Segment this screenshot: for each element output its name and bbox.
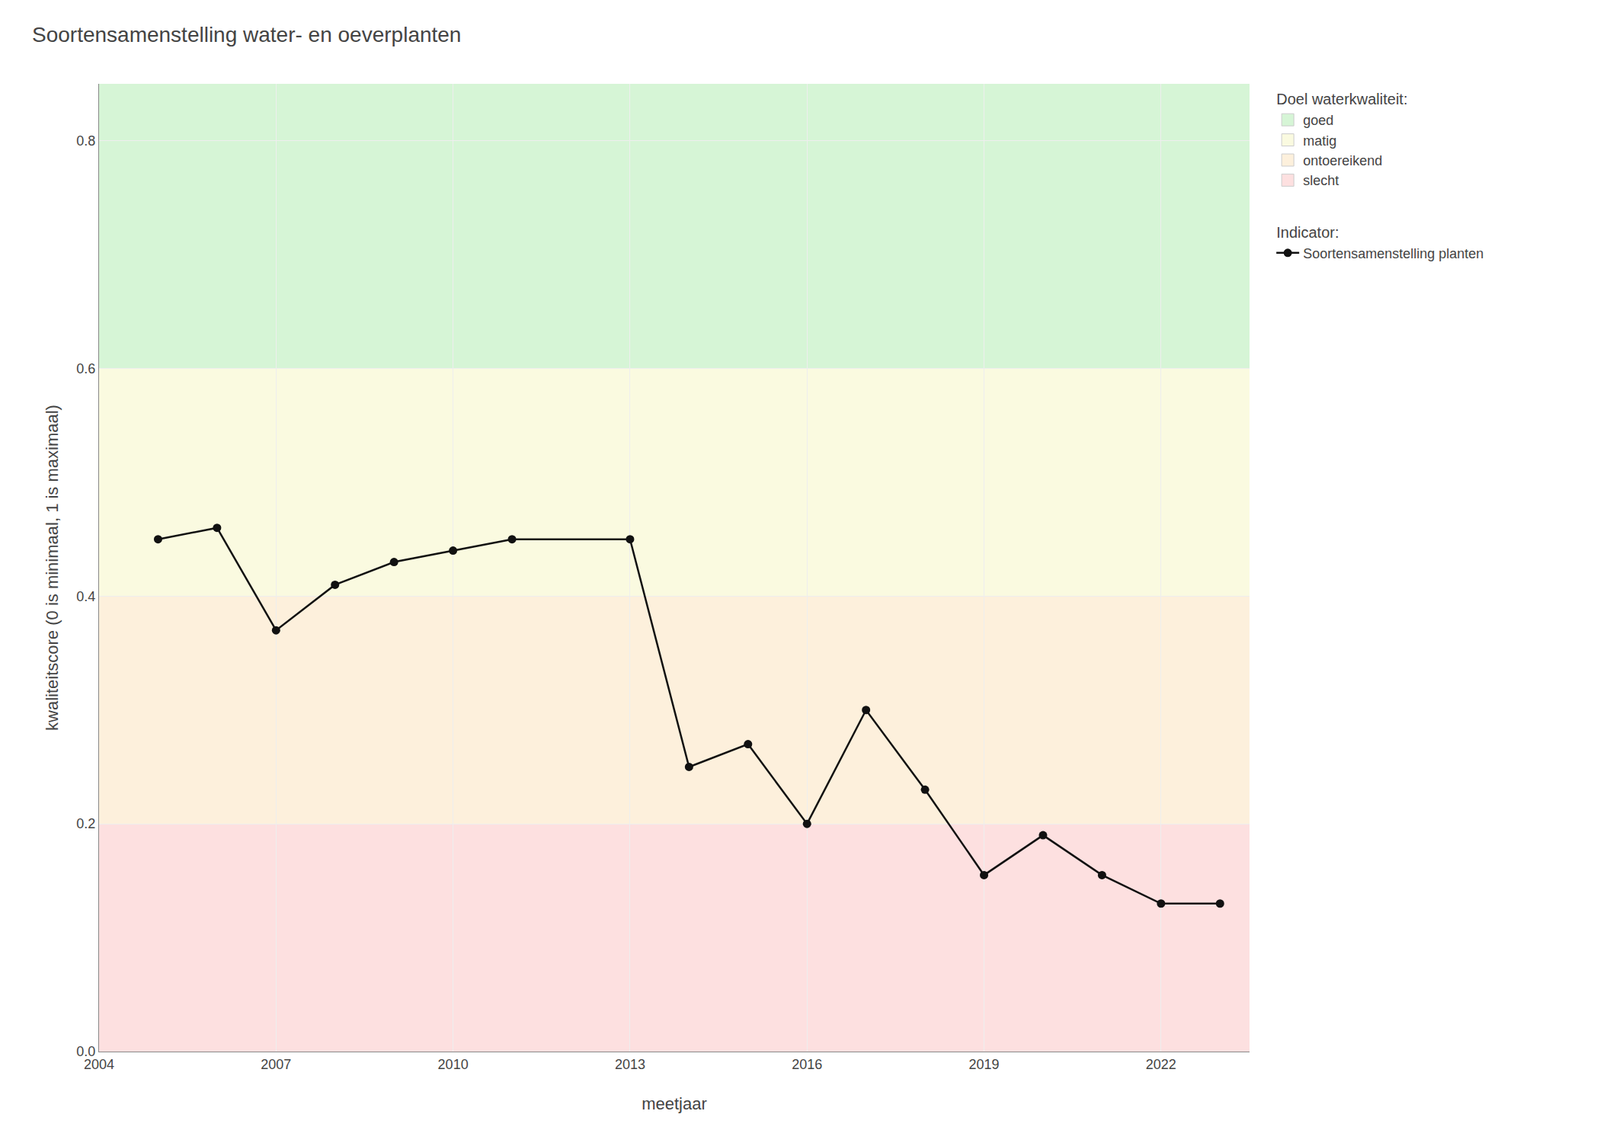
svg-text:Indicator:: Indicator: <box>1276 224 1339 241</box>
svg-text:2010: 2010 <box>438 1056 469 1072</box>
svg-text:Soortensamenstelling water- en: Soortensamenstelling water- en oeverplan… <box>32 22 461 47</box>
svg-text:kwaliteitscore (0 is minimaal,: kwaliteitscore (0 is minimaal, 1 is maxi… <box>42 404 62 731</box>
svg-text:2019: 2019 <box>969 1056 1000 1072</box>
svg-text:2022: 2022 <box>1145 1056 1177 1072</box>
svg-text:Doel waterkwaliteit:: Doel waterkwaliteit: <box>1276 90 1408 108</box>
svg-text:2004: 2004 <box>83 1056 115 1072</box>
svg-text:Soortensamenstelling planten: Soortensamenstelling planten <box>1302 246 1484 262</box>
svg-text:0.6: 0.6 <box>76 361 96 377</box>
svg-text:0.2: 0.2 <box>76 816 96 832</box>
svg-text:goed: goed <box>1302 112 1334 128</box>
svg-text:0.4: 0.4 <box>76 588 96 605</box>
svg-text:0.0: 0.0 <box>76 1043 96 1060</box>
svg-text:2013: 2013 <box>614 1056 646 1072</box>
svg-text:ontoereikend: ontoereikend <box>1302 153 1383 169</box>
svg-text:0.8: 0.8 <box>76 133 96 149</box>
svg-text:meetjaar: meetjaar <box>641 1094 708 1114</box>
svg-text:2007: 2007 <box>260 1056 292 1072</box>
svg-text:2016: 2016 <box>791 1056 823 1072</box>
svg-text:matig: matig <box>1302 133 1337 149</box>
svg-text:slecht: slecht <box>1302 172 1339 189</box>
